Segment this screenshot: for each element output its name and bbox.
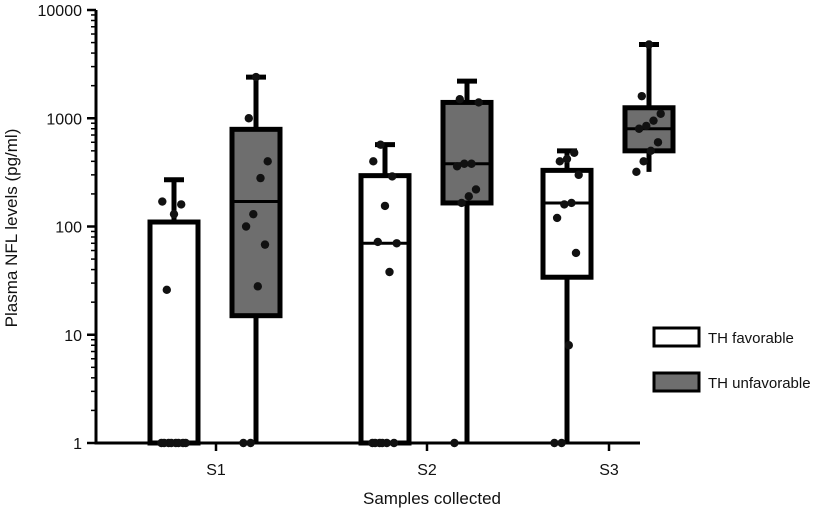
data-point	[241, 222, 251, 231]
data-point	[260, 240, 270, 249]
data-point	[162, 285, 171, 295]
data-point	[158, 197, 167, 206]
data-point	[644, 40, 654, 49]
data-point	[637, 91, 646, 101]
data-point	[555, 157, 564, 166]
data-point	[370, 438, 380, 448]
data-point	[471, 185, 481, 194]
legend-label: TH favorable	[708, 330, 794, 347]
data-point	[571, 248, 581, 258]
data-point	[174, 438, 183, 448]
y-axis-title: Plasma NFL levels (pg/ml)	[2, 129, 21, 328]
x-tick-label: S3	[599, 462, 619, 479]
data-point	[649, 116, 658, 125]
data-point	[646, 146, 655, 156]
data-point	[552, 213, 562, 223]
data-point	[388, 172, 397, 181]
data-point	[557, 438, 566, 448]
data-point	[385, 267, 394, 277]
data-point	[251, 72, 261, 82]
data-point	[452, 162, 462, 171]
data-point	[244, 114, 253, 123]
data-point	[560, 200, 569, 209]
data-point	[253, 282, 262, 291]
data-point	[550, 438, 559, 448]
data-point	[249, 209, 258, 219]
box-iqr	[440, 99, 494, 206]
data-point	[653, 138, 663, 147]
data-point	[369, 157, 378, 166]
box-iqr	[540, 167, 594, 280]
y-tick-label: 10000	[38, 3, 83, 20]
data-point	[380, 201, 390, 211]
data-point	[256, 173, 265, 183]
y-tick-label: 100	[55, 220, 82, 237]
x-axis-title: Samples collected	[363, 489, 501, 508]
data-point	[159, 438, 169, 448]
y-axis-ticks: 1 10 100 1000 10000	[38, 3, 96, 453]
data-point	[378, 438, 387, 448]
data-point	[169, 209, 179, 219]
data-point	[376, 140, 385, 149]
data-point	[181, 438, 190, 448]
data-point	[457, 198, 466, 208]
data-point	[567, 198, 576, 208]
box-iqr	[147, 219, 201, 446]
data-point	[570, 148, 579, 157]
y-tick-label: 1	[73, 436, 82, 453]
data-point	[639, 157, 648, 166]
data-point	[474, 98, 483, 107]
data-points	[157, 40, 665, 448]
data-point	[263, 157, 272, 166]
data-point	[392, 239, 401, 248]
data-point	[656, 109, 665, 118]
data-point	[373, 237, 382, 247]
data-point	[642, 121, 651, 131]
data-point	[632, 167, 641, 177]
data-point	[455, 94, 464, 104]
legend-swatch	[652, 371, 701, 393]
y-tick-label: 10	[64, 328, 82, 345]
legend-label: TH unfavorable	[708, 375, 811, 392]
data-point	[467, 159, 476, 168]
data-point	[177, 200, 186, 209]
data-point	[450, 438, 459, 448]
data-point	[562, 154, 572, 164]
data-point	[464, 192, 473, 201]
data-point	[239, 438, 248, 448]
data-point	[574, 170, 583, 180]
data-point	[389, 438, 399, 448]
y-tick-label: 1000	[46, 111, 82, 128]
x-axis-ticks: S1 S2 S3	[206, 443, 619, 479]
data-point	[634, 124, 644, 133]
box-series	[147, 42, 676, 446]
box-iqr	[358, 173, 412, 446]
data-point	[246, 438, 255, 448]
x-tick-label: S1	[206, 462, 226, 479]
data-point	[167, 438, 176, 448]
x-tick-label: S2	[417, 462, 437, 479]
data-point	[564, 341, 573, 350]
legend-swatch	[652, 326, 701, 348]
data-point	[460, 159, 469, 168]
legend: TH favorable TH unfavorable	[652, 326, 811, 393]
